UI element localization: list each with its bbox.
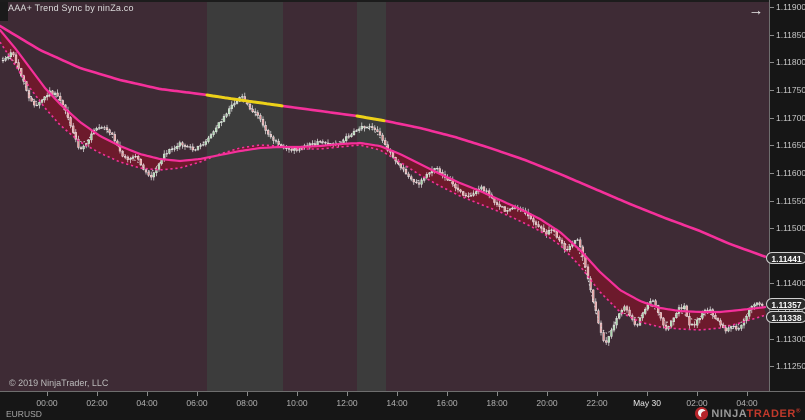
time-tick-label: 08:00 — [236, 398, 258, 408]
price-marker-box: 1.11441 — [766, 252, 805, 264]
price-tick-mark — [770, 339, 774, 340]
price-tick-label: 1.11800 — [776, 57, 805, 67]
price-tick-mark — [770, 35, 774, 36]
price-tick-label: 1.11300 — [776, 334, 805, 344]
time-tick-label: 14:00 — [386, 398, 408, 408]
price-tick-mark — [770, 201, 774, 202]
top-border — [0, 0, 769, 2]
fast-ma-dotted-line — [1, 56, 763, 335]
ninjatrader-logo-icon — [695, 407, 709, 420]
price-tick-mark — [770, 145, 774, 146]
price-tick-label: 1.11400 — [776, 278, 805, 288]
time-tick-mark — [447, 392, 448, 396]
band-lower-dotted-line — [0, 41, 766, 331]
session-highlight-band — [207, 0, 283, 391]
session-highlight-band — [357, 0, 386, 391]
time-tick-label: 10:00 — [286, 398, 308, 408]
time-tick-label: 16:00 — [436, 398, 458, 408]
time-tick-label: 18:00 — [486, 398, 508, 408]
time-tick-label: 02:00 — [86, 398, 108, 408]
time-tick-label: 12:00 — [336, 398, 358, 408]
price-marker-box: 1.11357 — [766, 298, 805, 310]
time-tick-label: 04:00 — [136, 398, 158, 408]
price-tick-mark — [770, 173, 774, 174]
price-tick-label: 1.11500 — [776, 223, 805, 233]
time-tick-label: 04:00 — [736, 398, 758, 408]
trend-neutral-yellow-segment — [355, 114, 386, 123]
time-tick-mark — [647, 392, 648, 396]
time-tick-label: 06:00 — [186, 398, 208, 408]
time-tick-mark — [597, 392, 598, 396]
time-tick-label: 22:00 — [586, 398, 608, 408]
time-tick-mark — [397, 392, 398, 396]
time-tick-mark — [747, 392, 748, 396]
price-tick-label: 1.11250 — [776, 361, 805, 371]
price-tick-mark — [770, 118, 774, 119]
price-tick-mark — [770, 228, 774, 229]
instrument-tab[interactable]: EURUSD — [6, 409, 42, 419]
time-tick-mark — [497, 392, 498, 396]
price-tick-label: 1.11700 — [776, 113, 805, 123]
time-tick-label: 00:00 — [36, 398, 58, 408]
price-tick-label: 1.11600 — [776, 168, 805, 178]
time-tick-mark — [47, 392, 48, 396]
trend-band-fill — [0, 30, 766, 330]
time-tick-mark — [247, 392, 248, 396]
price-tick-label: 1.11750 — [776, 85, 805, 95]
price-chart-canvas[interactable] — [0, 0, 769, 391]
price-tick-label: 1.11900 — [776, 2, 805, 12]
go-to-latest-arrow-icon[interactable]: → — [748, 2, 764, 19]
time-tick-mark — [297, 392, 298, 396]
price-tick-mark — [770, 62, 774, 63]
price-tick-mark — [770, 283, 774, 284]
indicator-label: AAA+ Trend Sync by ninZa.co — [8, 3, 134, 13]
time-tick-mark — [347, 392, 348, 396]
price-axis[interactable]: 1.11900 1.11850 1.11800 1.11750 1.11700 1.116… — [766, 0, 805, 391]
time-tick-label: 02:00 — [686, 398, 708, 408]
band-upper-line — [0, 28, 767, 314]
price-tick-label: 1.11550 — [776, 196, 805, 206]
price-tick-label: 1.11650 — [776, 140, 805, 150]
trend-neutral-yellow-segment — [205, 93, 284, 108]
time-tick-mark — [147, 392, 148, 396]
ninjatrader-logo-text: NINJATRADER® — [711, 407, 801, 420]
price-tick-mark — [770, 7, 774, 8]
ninjatrader-brand: NINJATRADER® — [695, 407, 801, 420]
time-tick-mark — [197, 392, 198, 396]
time-tick-mark — [97, 392, 98, 396]
price-marker-box: 1.11338 — [766, 311, 805, 323]
time-tick-mark — [697, 392, 698, 396]
price-tick-label: 1.11850 — [776, 30, 805, 40]
chart-plot-area[interactable]: AAA+ Trend Sync by ninZa.co © 2019 Ninja… — [0, 0, 769, 391]
time-tick-mark — [547, 392, 548, 396]
corner-notch — [0, 0, 8, 21]
time-tick-label: 20:00 — [536, 398, 558, 408]
bottom-bar: 00:00 02:00 04:00 06:00 08:00 10:00 12:00 14:00… — [0, 391, 805, 420]
time-tick-label: May 30 — [633, 398, 661, 408]
price-tick-mark — [770, 366, 774, 367]
price-tick-mark — [770, 90, 774, 91]
copyright-label: © 2019 NinjaTrader, LLC — [9, 378, 109, 388]
